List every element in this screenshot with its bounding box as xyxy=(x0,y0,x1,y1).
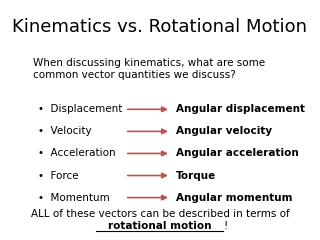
Text: •  Momentum: • Momentum xyxy=(38,192,110,203)
Text: •  Acceleration: • Acceleration xyxy=(38,149,116,158)
Text: Kinematics vs. Rotational Motion: Kinematics vs. Rotational Motion xyxy=(12,18,308,36)
Text: Angular acceleration: Angular acceleration xyxy=(176,149,299,158)
Text: •  Force: • Force xyxy=(38,170,79,180)
Text: Angular displacement: Angular displacement xyxy=(176,104,305,114)
Text: Angular momentum: Angular momentum xyxy=(176,192,293,203)
Text: rotational motion: rotational motion xyxy=(108,221,212,231)
Text: !: ! xyxy=(223,221,228,231)
Text: Angular velocity: Angular velocity xyxy=(176,126,272,136)
Text: When discussing kinematics, what are some
common vector quantities we discuss?: When discussing kinematics, what are som… xyxy=(33,58,265,80)
Text: •  Velocity: • Velocity xyxy=(38,126,92,136)
Text: ALL of these vectors can be described in terms of: ALL of these vectors can be described in… xyxy=(31,209,289,219)
Text: •  Displacement: • Displacement xyxy=(38,104,123,114)
Text: Torque: Torque xyxy=(176,170,216,180)
